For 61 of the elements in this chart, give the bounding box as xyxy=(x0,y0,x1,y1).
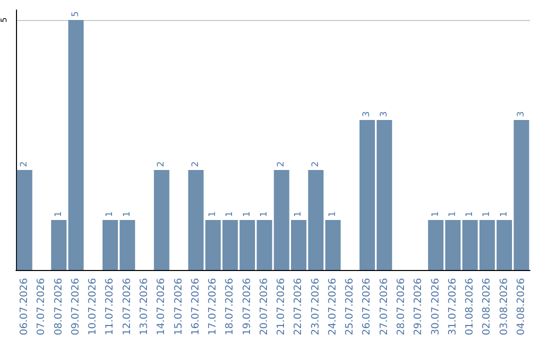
x-tick-label: 22.07.2026 xyxy=(293,278,304,336)
x-tick-label: 13.07.2026 xyxy=(139,278,150,336)
x-tick-label: 19.07.2026 xyxy=(242,278,253,336)
data-label: 1 xyxy=(122,211,132,217)
x-tick-label: 20.07.2026 xyxy=(258,278,270,336)
bar xyxy=(16,170,32,270)
x-tick-label: 10.07.2026 xyxy=(88,278,99,336)
x-tick-label: 11.07.2026 xyxy=(104,278,116,336)
x-tick-label: 07.07.2026 xyxy=(36,278,48,336)
data-label: 1 xyxy=(54,211,64,217)
data-label: 1 xyxy=(499,211,510,217)
data-label: 1 xyxy=(430,211,441,217)
x-tick-label: 04.08.2026 xyxy=(516,278,527,336)
data-label: 3 xyxy=(379,111,390,117)
data-label: 1 xyxy=(294,211,304,217)
data-label: 1 xyxy=(465,211,476,217)
x-tick-label: 01.08.2026 xyxy=(464,278,476,336)
data-label: 2 xyxy=(156,161,167,167)
bar xyxy=(325,220,341,270)
data-label: 2 xyxy=(190,161,201,167)
x-tick-label: 23.07.2026 xyxy=(310,278,322,336)
bar xyxy=(154,170,170,270)
x-tick-label: 02.08.2026 xyxy=(482,278,493,336)
x-tick-label: 03.08.2026 xyxy=(498,278,510,336)
data-label: 1 xyxy=(448,211,458,217)
bar xyxy=(205,220,221,270)
x-tick-label: 06.07.2026 xyxy=(19,278,30,336)
data-label: 2 xyxy=(276,161,287,167)
x-tick-label: 27.07.2026 xyxy=(378,278,390,336)
data-label: 1 xyxy=(328,211,338,217)
bar xyxy=(462,220,478,270)
bar xyxy=(68,20,84,270)
x-tick-label: 21.07.2026 xyxy=(276,278,288,336)
data-label: 1 xyxy=(105,211,116,217)
data-label: 1 xyxy=(225,211,236,217)
x-tick-label: 26.07.2026 xyxy=(362,278,373,336)
bar xyxy=(188,170,204,270)
x-tick-label: 29.07.2026 xyxy=(413,278,424,336)
x-tick-label: 14.07.2026 xyxy=(156,278,168,336)
data-label: 3 xyxy=(516,111,526,117)
x-tick-label: 16.07.2026 xyxy=(190,278,202,336)
x-tick-label: 12.07.2026 xyxy=(122,278,133,336)
x-tick-label: 18.07.2026 xyxy=(224,278,236,336)
data-label: 1 xyxy=(208,211,218,217)
x-tick-label: 15.07.2026 xyxy=(173,278,184,336)
x-tick-label: 17.07.2026 xyxy=(208,278,219,336)
data-label: 1 xyxy=(482,211,492,217)
data-label: 3 xyxy=(362,111,372,117)
x-tick-label: 25.07.2026 xyxy=(344,278,356,336)
data-label: 5 xyxy=(70,11,81,17)
data-label: 1 xyxy=(242,211,252,217)
data-label: 2 xyxy=(310,161,321,167)
data-label: 1 xyxy=(259,211,270,217)
x-tick-label: 30.07.2026 xyxy=(430,278,442,336)
x-tick-label: 31.07.2026 xyxy=(447,278,458,336)
x-tick-label: 09.07.2026 xyxy=(70,278,82,336)
bar xyxy=(51,220,67,270)
x-tick-label: 08.07.2026 xyxy=(53,278,64,336)
data-label: 2 xyxy=(20,161,30,167)
x-tick-label: 28.07.2026 xyxy=(396,278,407,336)
x-tick-label: 24.07.2026 xyxy=(327,278,338,336)
